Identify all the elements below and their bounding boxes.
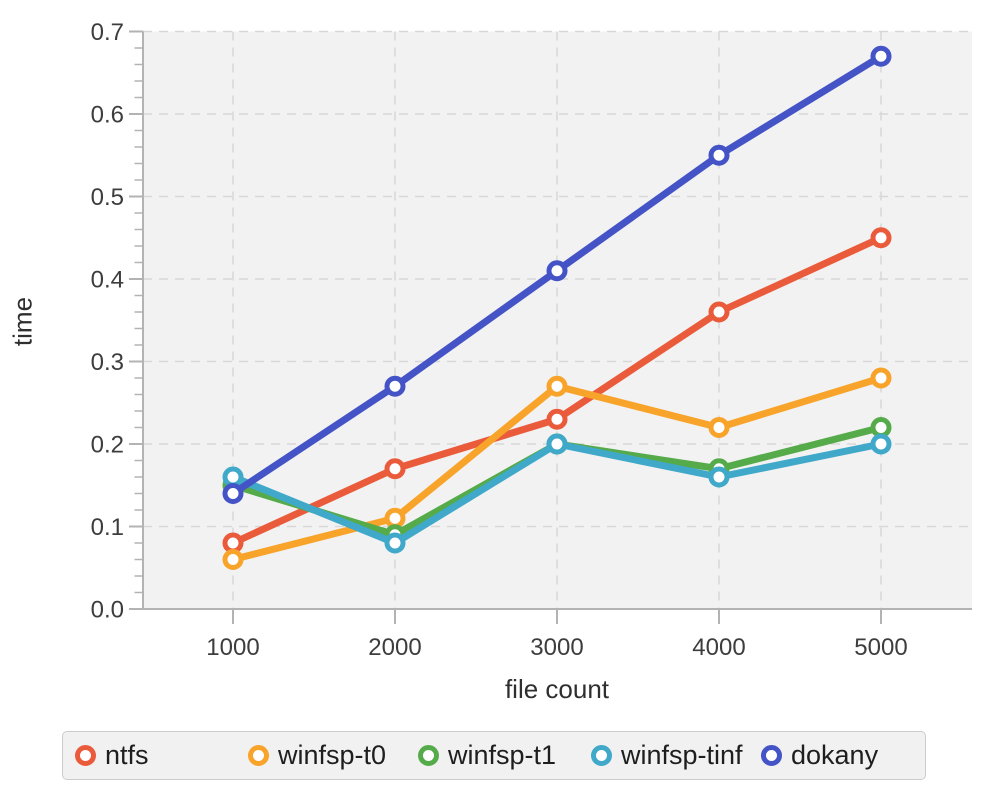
marker-winfsp-t1 <box>870 417 892 438</box>
y-tick-label: 0.3 <box>91 349 124 376</box>
y-tick-label: 0.5 <box>91 184 124 211</box>
marker-dokany <box>708 144 730 166</box>
legend-marker-icon <box>75 744 96 766</box>
legend-label: winfsp-t1 <box>448 739 557 770</box>
legend-item-ntfs: ntfs <box>75 732 149 778</box>
marker-winfsp-t0 <box>870 367 892 389</box>
legend-marker-icon <box>418 744 439 766</box>
marker-dokany <box>870 45 892 67</box>
x-tick-label: 1000 <box>206 634 259 661</box>
x-tick-label: 4000 <box>692 634 745 661</box>
y-tick-label: 0.4 <box>91 267 124 294</box>
legend-marker-icon <box>591 744 612 766</box>
legend-label: winfsp-t0 <box>278 739 387 770</box>
legend-item-winfsp-t1: winfsp-t1 <box>418 732 556 778</box>
marker-dokany <box>222 483 244 504</box>
marker-winfsp-tinf <box>546 433 568 455</box>
legend-label: dokany <box>791 739 879 770</box>
legend-label: winfsp-tinf <box>621 739 743 770</box>
marker-winfsp-t0 <box>384 507 406 529</box>
marker-dokany <box>546 260 568 282</box>
legend-marker-icon <box>248 744 269 766</box>
x-tick-label: 3000 <box>530 634 583 661</box>
marker-winfsp-tinf <box>870 433 892 455</box>
x-axis-title: file count <box>504 674 610 704</box>
marker-winfsp-tinf <box>222 466 244 488</box>
y-axis-title: time <box>7 296 38 347</box>
marker-winfsp-t0 <box>546 375 568 397</box>
chart-legend: ntfs winfsp-t0 winfsp-t1 winfsp-tinf dokany <box>62 731 926 780</box>
marker-dokany <box>384 375 406 397</box>
legend-marker-icon <box>761 744 782 766</box>
marker-ntfs <box>222 532 244 554</box>
legend-label: ntfs <box>105 739 149 770</box>
y-tick-label: 0.7 <box>91 19 124 46</box>
chart-canvas: 0.0 0.1 0.2 0.3 0.4 0.5 0.6 0.7 1000 2000 3000 4000… <box>91 19 972 661</box>
y-tick-label: 0.6 <box>91 102 124 129</box>
marker-ntfs <box>546 408 568 430</box>
marker-winfsp-t0 <box>708 417 730 438</box>
y-tick-label: 0.1 <box>91 514 124 541</box>
legend-item-winfsp-tinf: winfsp-tinf <box>591 732 743 778</box>
legend-item-winfsp-t0: winfsp-t0 <box>248 732 386 778</box>
y-tick-label: 0.0 <box>91 597 124 624</box>
marker-ntfs <box>870 227 892 249</box>
marker-winfsp-tinf <box>384 532 406 554</box>
x-tick-label: 5000 <box>854 634 907 661</box>
legend-item-dokany: dokany <box>761 732 878 778</box>
marker-winfsp-t0 <box>222 549 244 570</box>
x-tick-label: 2000 <box>368 634 421 661</box>
marker-ntfs <box>708 301 730 323</box>
y-tick-label: 0.2 <box>91 432 124 459</box>
marker-ntfs <box>384 458 406 480</box>
marker-winfsp-tinf <box>708 466 730 488</box>
